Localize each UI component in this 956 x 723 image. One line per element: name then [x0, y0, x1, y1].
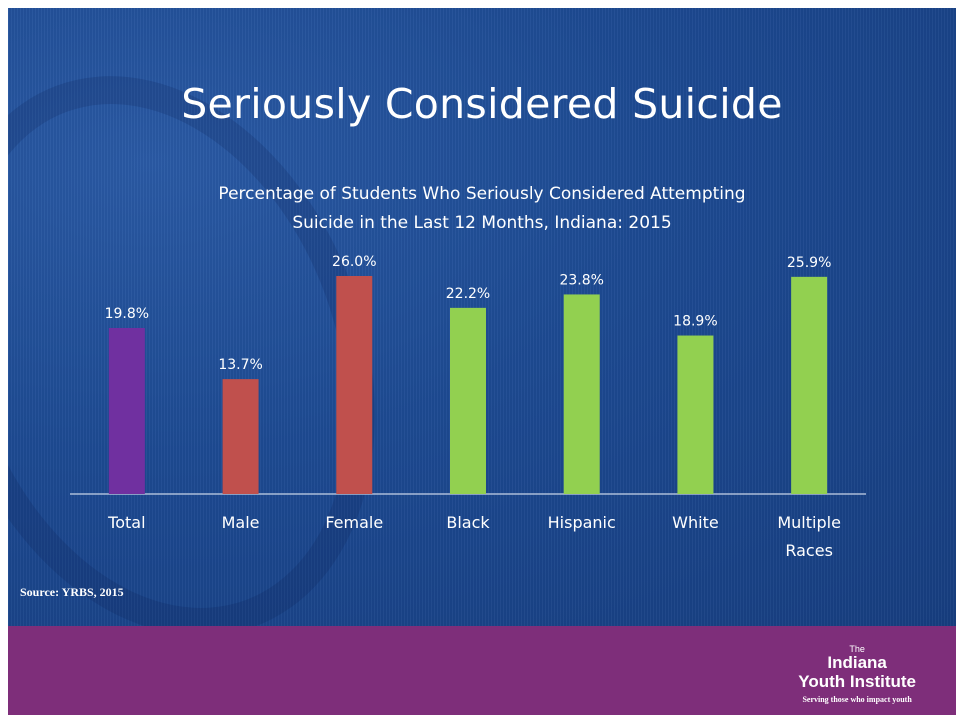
source-note: Source: YRBS, 2015	[20, 585, 124, 599]
data-label: 19.8%	[105, 306, 149, 322]
bar-chart: 19.8% Total 13.7% Male 26.0% Female 22.2% Black…	[70, 254, 866, 560]
bar-white	[677, 335, 714, 494]
data-label: 23.8%	[559, 272, 603, 288]
slide: Seriously Considered Suicide Percentage …	[8, 8, 956, 715]
bar-female	[336, 276, 373, 494]
category-label: Multiple	[777, 513, 841, 532]
category-label: Female	[325, 513, 383, 532]
category-label: Total	[107, 513, 145, 532]
data-label: 26.0%	[332, 254, 376, 270]
bar-multiple-races	[791, 276, 828, 494]
category-label: White	[672, 513, 719, 532]
bar-black	[450, 307, 486, 494]
category-label: Black	[446, 513, 490, 532]
indiana-youth-institute-logo: The Indiana Youth Institute Serving thos…	[798, 644, 916, 704]
category-label: Male	[222, 513, 260, 532]
data-label: 25.9%	[787, 255, 831, 271]
category-label: Races	[785, 541, 833, 560]
footer-band: The Indiana Youth Institute Serving thos…	[8, 626, 956, 715]
category-label: Hispanic	[548, 513, 616, 532]
chart-title: Percentage of Students Who Seriously Con…	[8, 180, 956, 238]
data-label: 22.2%	[446, 286, 490, 302]
chart-title-line-1: Percentage of Students Who Seriously Con…	[218, 184, 746, 204]
bar-male	[222, 379, 259, 494]
logo-tagline: Serving those who impact youth	[802, 695, 912, 704]
bar-hispanic	[563, 294, 600, 494]
data-label: 18.9%	[673, 314, 717, 330]
slide-title: Seriously Considered Suicide	[181, 80, 783, 128]
logo-the: The	[849, 644, 865, 654]
chart-title-line-2: Suicide in the Last 12 Months, Indiana: …	[292, 213, 672, 233]
logo-line-1: Indiana	[827, 653, 887, 672]
logo-line-2: Youth Institute	[798, 672, 916, 691]
data-label: 13.7%	[218, 357, 262, 373]
bar-total	[108, 327, 145, 494]
